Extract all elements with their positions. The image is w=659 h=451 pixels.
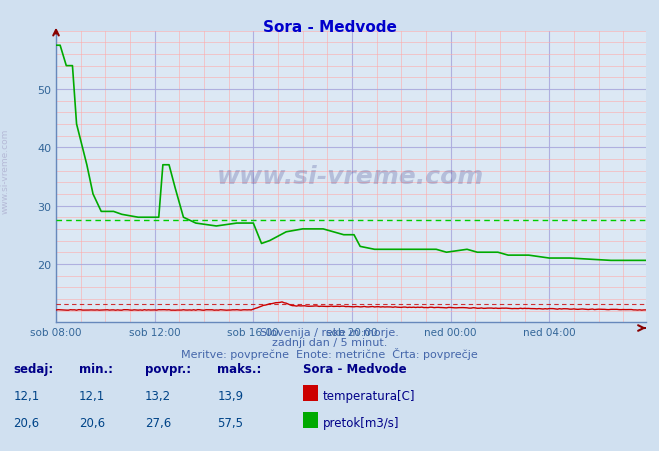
Text: zadnji dan / 5 minut.: zadnji dan / 5 minut. <box>272 337 387 347</box>
Text: 57,5: 57,5 <box>217 416 243 429</box>
Text: www.si-vreme.com: www.si-vreme.com <box>217 165 484 189</box>
Text: Sora - Medvode: Sora - Medvode <box>303 362 407 375</box>
Text: Slovenija / reke in morje.: Slovenija / reke in morje. <box>260 327 399 337</box>
Text: sedaj:: sedaj: <box>13 362 53 375</box>
Text: 20,6: 20,6 <box>13 416 40 429</box>
Text: Sora - Medvode: Sora - Medvode <box>262 20 397 35</box>
Text: maks.:: maks.: <box>217 362 262 375</box>
Text: 12,1: 12,1 <box>13 389 40 402</box>
Text: 13,2: 13,2 <box>145 389 171 402</box>
Text: 20,6: 20,6 <box>79 416 105 429</box>
Text: 13,9: 13,9 <box>217 389 244 402</box>
Text: povpr.:: povpr.: <box>145 362 191 375</box>
Text: temperatura[C]: temperatura[C] <box>323 389 415 402</box>
Text: pretok[m3/s]: pretok[m3/s] <box>323 416 399 429</box>
Text: min.:: min.: <box>79 362 113 375</box>
Text: 27,6: 27,6 <box>145 416 171 429</box>
Text: 12,1: 12,1 <box>79 389 105 402</box>
Text: www.si-vreme.com: www.si-vreme.com <box>1 129 10 214</box>
Text: Meritve: povprečne  Enote: metrične  Črta: povprečje: Meritve: povprečne Enote: metrične Črta:… <box>181 347 478 359</box>
